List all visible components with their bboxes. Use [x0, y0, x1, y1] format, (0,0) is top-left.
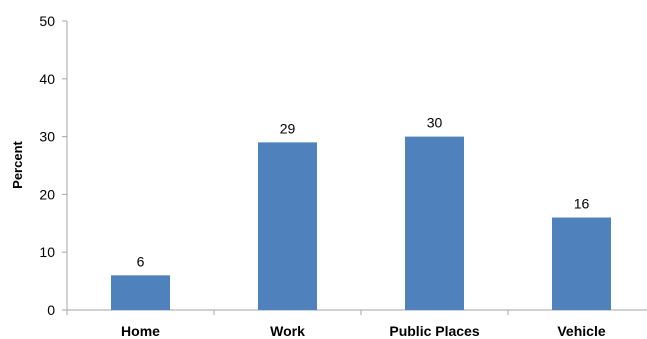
bar-work: [258, 142, 317, 310]
x-ticks: [66, 310, 509, 315]
y-tick-label: 0: [47, 302, 55, 318]
data-labels: 6 29 30 16: [137, 115, 590, 270]
data-label: 29: [280, 120, 296, 136]
bars: [111, 136, 611, 310]
data-label: 6: [137, 253, 145, 269]
y-tick-label: 50: [39, 13, 55, 29]
y-tick-label: 30: [39, 129, 55, 145]
data-label: 16: [574, 196, 590, 212]
bar-public-places: [405, 136, 464, 310]
y-tick-label: 40: [39, 71, 55, 87]
bar-home: [111, 275, 170, 310]
y-axis-title: Percent: [10, 140, 25, 188]
x-category-label: Home: [121, 323, 160, 339]
y-tick-label: 10: [39, 244, 55, 260]
x-category-label: Vehicle: [557, 323, 605, 339]
data-label: 30: [427, 115, 443, 131]
y-ticks: 0 10 20 30 40 50: [39, 13, 67, 318]
x-category-label: Work: [270, 323, 305, 339]
x-category-label: Public Places: [389, 323, 479, 339]
bar-vehicle: [552, 217, 611, 310]
category-labels: Home Work Public Places Vehicle: [121, 323, 606, 339]
y-tick-label: 20: [39, 186, 55, 202]
